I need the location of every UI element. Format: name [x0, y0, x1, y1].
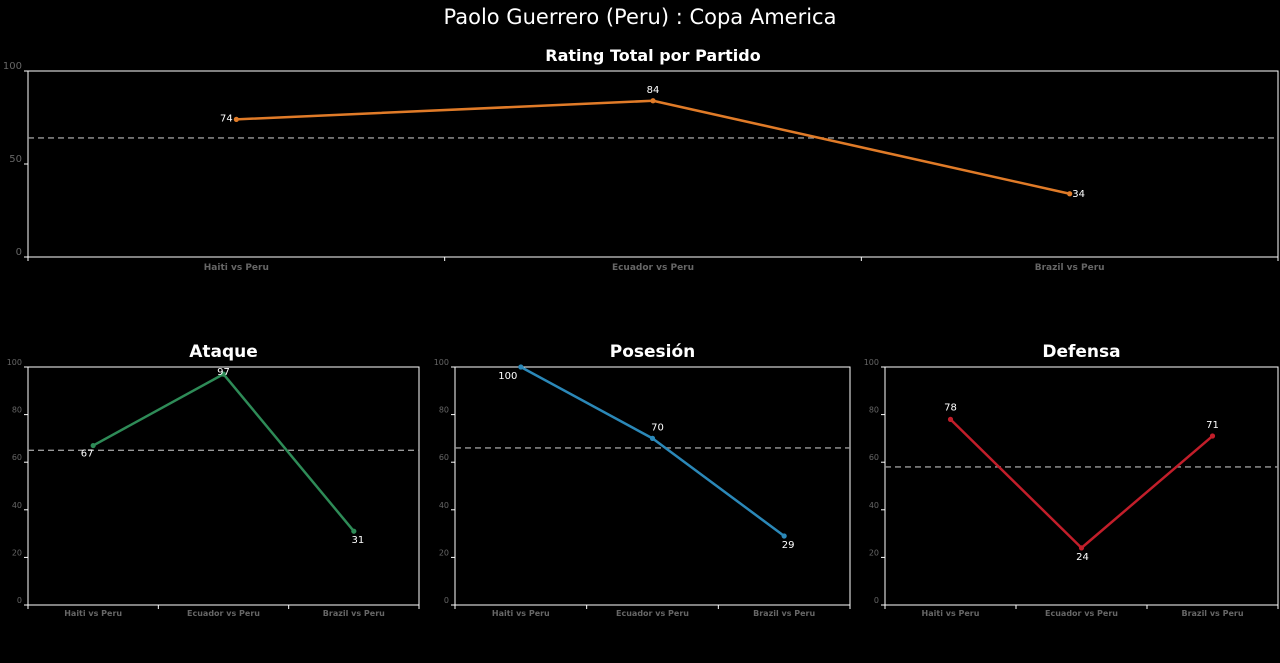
defensa-ytick-label: 20	[869, 548, 879, 557]
total-title: Rating Total por Partido	[545, 46, 760, 65]
total-xtick-label: Brazil vs Peru	[1035, 263, 1105, 273]
ataque-ytick-label: 60	[12, 453, 22, 462]
defensa-title: Defensa	[1042, 342, 1120, 362]
posesion-panel: Posesión 0 20 40 60 80 100 Haiti vs Peru Ecuador…	[434, 342, 851, 618]
posesion-ytick-label: 40	[439, 501, 449, 510]
ataque-value-label: 31	[351, 535, 364, 546]
ataque-value-label: 97	[217, 367, 230, 378]
defensa-data-point	[947, 416, 954, 422]
ataque-title: Ataque	[189, 342, 258, 362]
defensa-axes-frame	[884, 366, 1279, 606]
defensa-ytick-label: 80	[869, 406, 879, 415]
defensa-value-label: 78	[944, 402, 957, 413]
total-data-point	[1067, 191, 1073, 197]
defensa-data-point	[1078, 545, 1085, 551]
total-ytick-label: 100	[3, 61, 22, 72]
posesion-series-line	[520, 365, 785, 537]
total-ytick-label: 50	[9, 154, 22, 165]
posesion-data-point	[518, 364, 524, 370]
posesion-xtick-label: Haiti vs Peru	[492, 609, 550, 618]
ataque-panel: Ataque 0 20 40 60 80 100 Haiti vs Peru Ecuador v…	[7, 342, 420, 618]
total-data-point	[650, 98, 656, 104]
ataque-ytick-label: 80	[12, 406, 22, 415]
defensa-value-label: 24	[1076, 552, 1089, 563]
ataque-value-label: 67	[81, 449, 94, 460]
posesion-ytick-label: 80	[439, 406, 449, 415]
total-xtick-label: Ecuador vs Peru	[612, 263, 694, 273]
ataque-xtick-label: Ecuador vs Peru	[187, 609, 260, 618]
ataque-ytick-label: 0	[17, 596, 22, 605]
defensa-ytick-label: 40	[869, 501, 879, 510]
posesion-value-label: 100	[498, 371, 517, 382]
ataque-xtick-label: Haiti vs Peru	[64, 609, 122, 618]
posesion-data-point	[781, 533, 787, 539]
total-panel: Rating Total por Partido 0 50 100 Haiti vs P…	[3, 46, 1279, 273]
defensa-ytick-label: 60	[869, 453, 879, 462]
ataque-series-line	[92, 372, 355, 533]
total-xtick-label: Haiti vs Peru	[204, 263, 269, 273]
ataque-data-point	[220, 371, 227, 377]
posesion-title: Posesión	[610, 342, 696, 362]
defensa-series-line	[949, 418, 1214, 550]
ataque-data-point	[351, 528, 357, 534]
total-data-point	[233, 116, 239, 122]
posesion-xtick-label: Ecuador vs Peru	[616, 609, 689, 618]
defensa-xtick-label: Brazil vs Peru	[1181, 609, 1243, 618]
defensa-xtick-label: Ecuador vs Peru	[1045, 609, 1118, 618]
defensa-ytick-label: 0	[874, 596, 879, 605]
ataque-xtick-label: Brazil vs Peru	[323, 609, 385, 618]
total-series-line	[236, 99, 1070, 195]
ataque-ytick-label: 40	[12, 501, 22, 510]
defensa-value-label: 71	[1206, 420, 1219, 431]
posesion-xtick-label: Brazil vs Peru	[753, 609, 815, 618]
ataque-data-point	[90, 442, 96, 449]
posesion-ytick-label: 60	[439, 453, 449, 462]
defensa-data-point	[1209, 433, 1216, 439]
ataque-axes-frame	[27, 366, 420, 606]
defensa-ytick-label: 100	[864, 358, 879, 367]
total-value-label: 34	[1072, 189, 1085, 200]
posesion-axes-frame	[454, 366, 851, 606]
total-value-label: 74	[220, 113, 233, 124]
posesion-ytick-label: 0	[444, 596, 449, 605]
ataque-ytick-label: 20	[12, 548, 22, 557]
posesion-value-label: 70	[651, 422, 664, 433]
ataque-ytick-label: 100	[7, 358, 22, 367]
figure-suptitle: Paolo Guerrero (Peru) : Copa America	[444, 5, 837, 29]
posesion-ytick-label: 20	[439, 548, 449, 557]
posesion-ytick-label: 100	[434, 358, 449, 367]
posesion-value-label: 29	[782, 540, 795, 551]
defensa-panel: Defensa 0 20 40 60 80 100 Haiti vs Peru Ecuador …	[864, 342, 1279, 618]
defensa-xtick-label: Haiti vs Peru	[922, 609, 980, 618]
total-ytick-label: 0	[16, 247, 22, 258]
posesion-data-point	[649, 435, 656, 441]
total-value-label: 84	[647, 85, 660, 96]
